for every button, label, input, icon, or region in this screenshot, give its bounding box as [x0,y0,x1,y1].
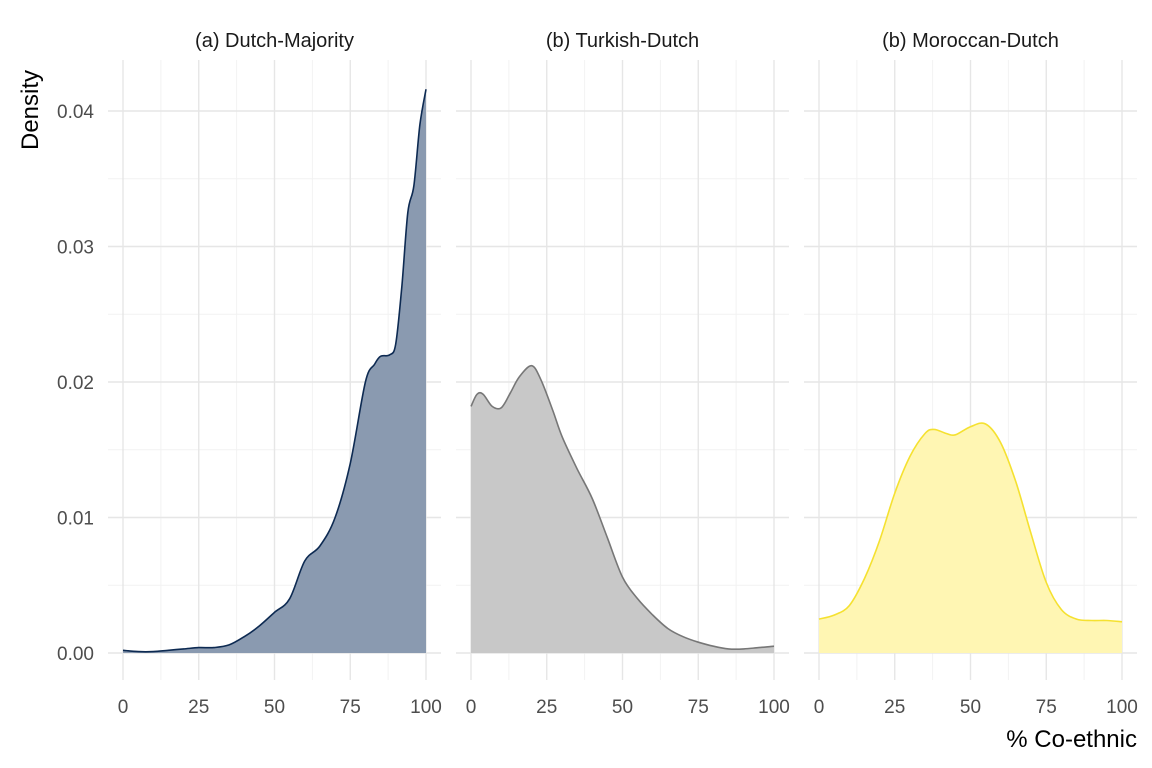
density-line-a-dutch-majority [122,89,427,653]
y-axis-title: Density [17,70,44,150]
area-layer [122,89,1123,654]
y-tick-label: 0.04 [57,102,94,123]
x-axis-title: % Co-ethnic [1006,726,1137,753]
y-tick-label: 0.03 [57,238,94,259]
x-tick-label: 0 [466,697,477,718]
x-tick-label: 75 [688,697,709,718]
x-tick-label: 25 [884,697,905,718]
x-tick-label: 50 [264,697,285,718]
x-tick-label: 100 [410,697,442,718]
x-tick-label: 100 [1106,697,1138,718]
label-layer: (a) Dutch-Majority 0 25 50 75 100 (b) Turkish-… [57,30,1138,718]
x-tick-label: 100 [758,697,790,718]
x-tick-label: 75 [340,697,361,718]
x-tick-label: 50 [612,697,633,718]
y-tick-label: 0.02 [57,373,94,394]
facet-title: (a) Dutch-Majority [195,30,354,52]
density-line-b-turkish-dutch [470,364,775,650]
density-line-b-moroccan-dutch [818,422,1123,623]
density-area-b-turkish-dutch [471,365,774,653]
x-tick-label: 25 [188,697,209,718]
x-tick-label: 25 [536,697,557,718]
x-tick-label: 50 [960,697,981,718]
x-tick-label: 0 [118,697,129,718]
x-tick-label: 0 [814,697,825,718]
facet-title: (b) Moroccan-Dutch [882,30,1059,52]
x-tick-label: 75 [1036,697,1057,718]
density-area-a-dutch-majority [123,89,426,654]
density-area-b-moroccan-dutch [819,423,1122,653]
y-tick-label: 0.00 [57,644,94,665]
y-tick-label: 0.01 [57,509,94,530]
facet-title: (b) Turkish-Dutch [546,30,699,52]
